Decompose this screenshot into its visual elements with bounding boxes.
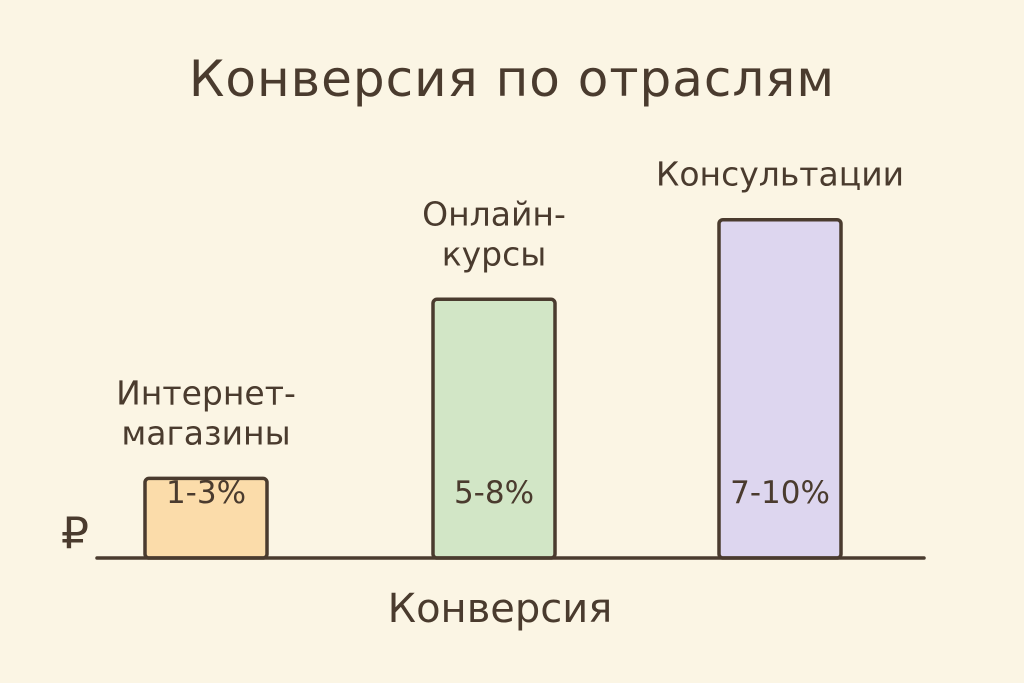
bar-value-label-1: 1-3% bbox=[166, 475, 246, 511]
bar-value-label-2: 5-8% bbox=[454, 475, 534, 511]
category-label-2-line-2: курсы bbox=[442, 234, 547, 273]
bar-2 bbox=[431, 297, 557, 560]
category-label-2-line-1: Онлайн- bbox=[422, 194, 566, 233]
bar-value-label-3: 7-10% bbox=[730, 475, 830, 511]
category-label-1-line-2: магазины bbox=[121, 413, 290, 452]
category-label-1-line-1: Интернет- bbox=[116, 373, 296, 412]
category-label-3-line-1: Консультации bbox=[656, 155, 904, 194]
chart-title: Конверсия по отраслям bbox=[189, 50, 835, 108]
bars-group: 1-3% Интернет-магазины 5-8% Онлайн-курсы 7-1… bbox=[116, 155, 904, 560]
x-axis-label: Конверсия bbox=[388, 586, 613, 632]
y-axis-unit-label: ₽ bbox=[61, 508, 89, 559]
